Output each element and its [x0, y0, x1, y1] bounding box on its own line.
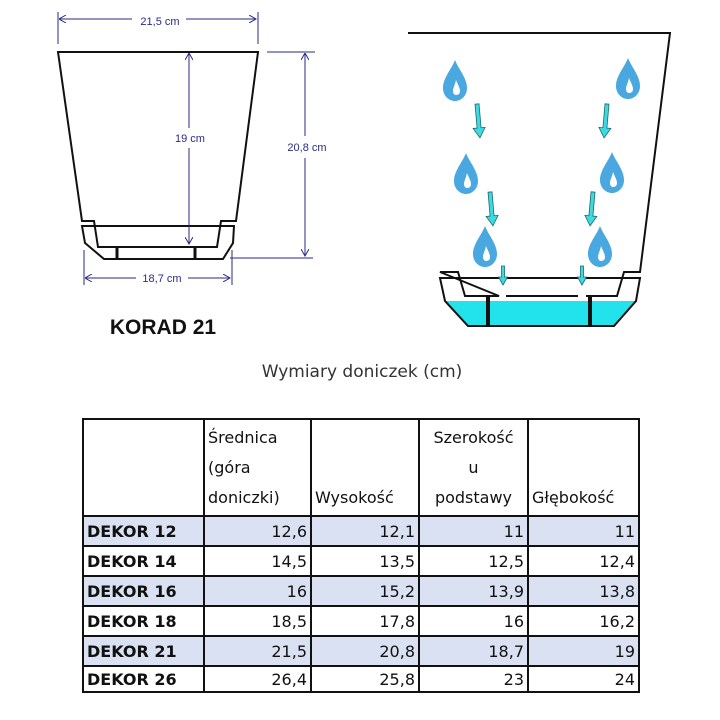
table-cell: 23 [418, 665, 529, 693]
table-title: Wymiary doniczek (cm) [261, 362, 463, 382]
table-row: DEKOR 26 26,4 25,8 23 24 [82, 665, 640, 693]
table-cell: 17,8 [310, 605, 420, 637]
table-cell: 25,8 [310, 665, 420, 693]
table-cell: 20,8 [310, 635, 420, 667]
table-cell: 16 [203, 575, 312, 607]
pot-outline-left [56, 51, 260, 260]
table-cell: 16,2 [527, 605, 640, 637]
table-cell: 19 [527, 635, 640, 667]
table-row: DEKOR 14 14,5 13,5 12,5 12,4 [82, 545, 640, 577]
table-cell: 12,5 [418, 545, 529, 577]
row-name: DEKOR 18 [82, 605, 205, 637]
table-cell: 18,5 [203, 605, 312, 637]
water-reservoir [445, 301, 637, 326]
total-height-label: 20,8 cm [287, 142, 326, 154]
table-cell: 13,8 [527, 575, 640, 607]
inner-height-label: 19 cm [175, 133, 205, 145]
table-cell: 13,9 [418, 575, 529, 607]
row-name: DEKOR 26 [82, 665, 205, 693]
pot-outline-right [408, 32, 672, 327]
header-base-width: Szerokość u podstawy [418, 418, 529, 517]
row-name: DEKOR 12 [82, 515, 205, 547]
row-name: DEKOR 14 [82, 545, 205, 577]
dimensions-table: Średnica (góra doniczki) Wysokość Szerokoś… [82, 418, 640, 693]
header-empty [82, 418, 205, 517]
table-cell: 15,2 [310, 575, 420, 607]
table-row: DEKOR 21 21,5 20,8 18,7 19 [82, 635, 640, 667]
flow-arrow-icon [472, 103, 612, 286]
water-drop-icon [443, 58, 640, 267]
header-diameter: Średnica (góra doniczki) [203, 418, 312, 517]
table-cell: 12,1 [310, 515, 420, 547]
table-cell: 12,6 [203, 515, 312, 547]
pot-diagram: 21,5 cm 19 cm 20,8 cm 18,7 cm KORAD 21 [56, 12, 672, 339]
table-cell: 13,5 [310, 545, 420, 577]
table-cell: 21,5 [203, 635, 312, 667]
table-cell: 16 [418, 605, 529, 637]
table-header-row: Średnica (góra doniczki) Wysokość Szerokoś… [82, 418, 640, 517]
table-row: DEKOR 16 16 15,2 13,9 13,8 [82, 575, 640, 607]
header-height: Wysokość [310, 418, 420, 517]
table-cell: 26,4 [203, 665, 312, 693]
row-name: DEKOR 21 [82, 635, 205, 667]
table-row: DEKOR 18 18,5 17,8 16 16,2 [82, 605, 640, 637]
table-row: DEKOR 12 12,6 12,1 11 11 [82, 515, 640, 547]
table-cell: 24 [527, 665, 640, 693]
header-depth: Głębokość [527, 418, 640, 517]
row-name: DEKOR 16 [82, 575, 205, 607]
table-cell: 11 [418, 515, 529, 547]
top-width-label: 21,5 cm [140, 16, 179, 28]
table-cell: 18,7 [418, 635, 529, 667]
table-cell: 11 [527, 515, 640, 547]
base-width-label: 18,7 cm [142, 273, 181, 285]
table-cell: 12,4 [527, 545, 640, 577]
dimension-lines [57, 12, 315, 285]
model-label: KORAD 21 [110, 316, 217, 339]
table-cell: 14,5 [203, 545, 312, 577]
